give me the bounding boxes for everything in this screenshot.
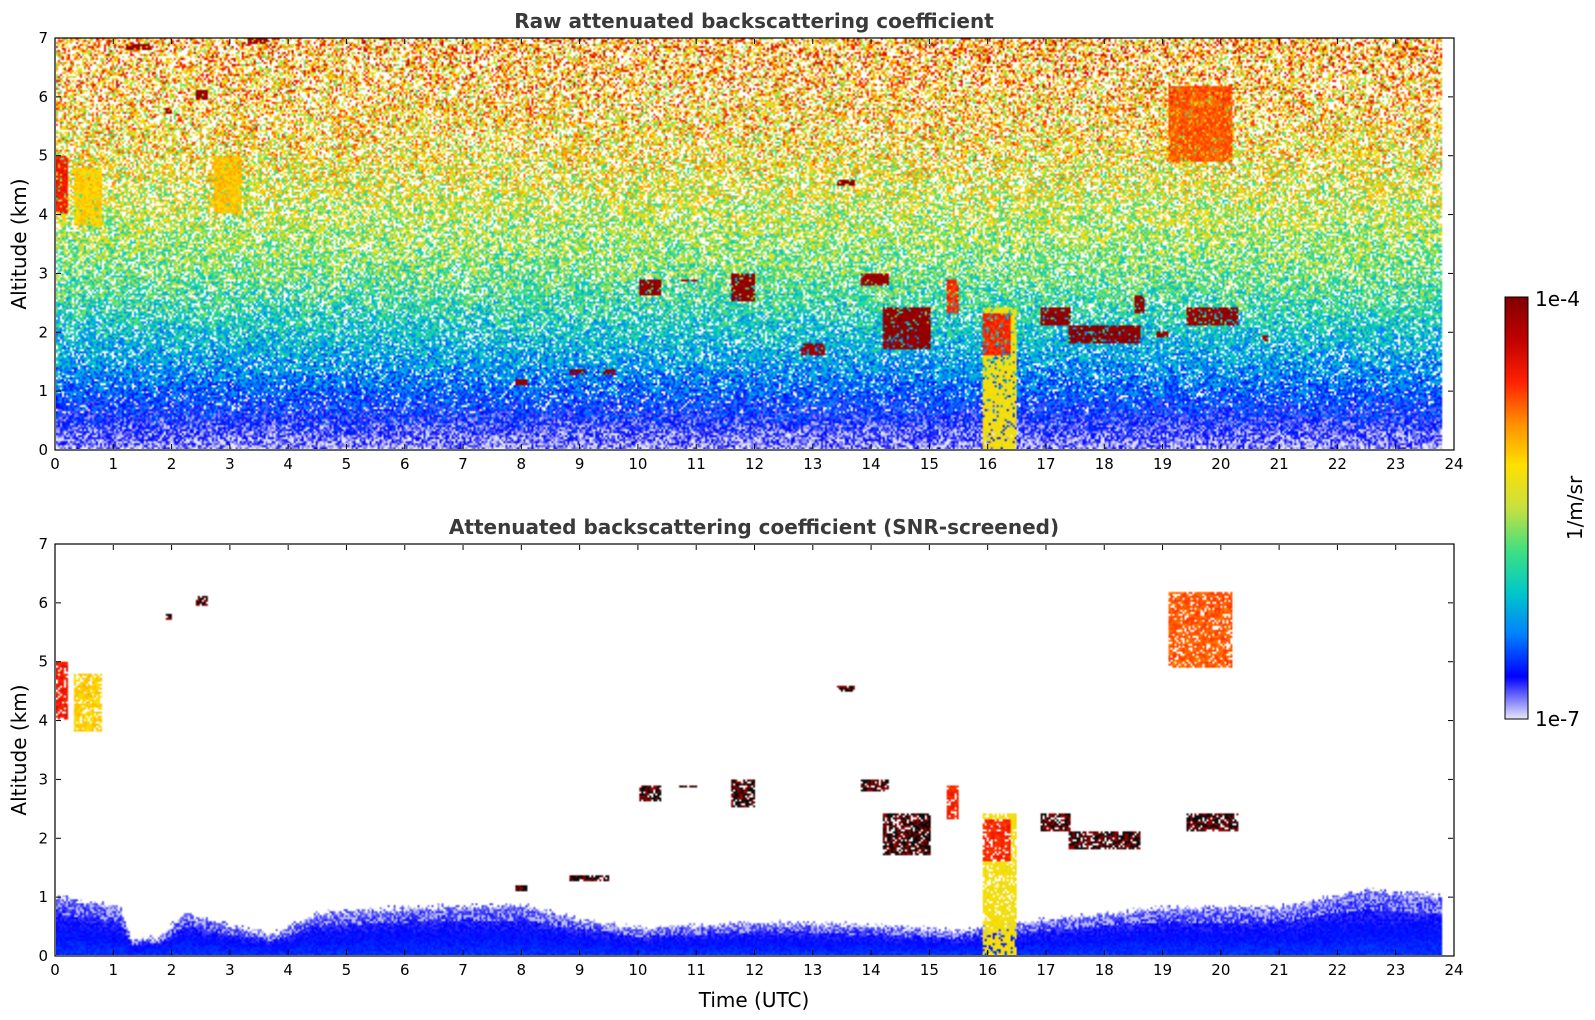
x-tick-label: 24: [1444, 455, 1463, 473]
x-tick-label: 0: [50, 455, 60, 473]
x-tick-label: 19: [1153, 455, 1172, 473]
panel-raw-y-label: Altitude (km): [7, 178, 31, 309]
x-tick-label: 11: [687, 961, 706, 979]
x-tick-label: 12: [745, 961, 764, 979]
x-tick-label: 9: [575, 961, 585, 979]
x-tick-label: 18: [1095, 961, 1114, 979]
x-tick-label: 3: [225, 961, 235, 979]
panel-screened-title: Attenuated backscattering coefficient (S…: [449, 515, 1059, 539]
x-tick-label: 5: [342, 455, 352, 473]
x-tick-label: 23: [1386, 961, 1405, 979]
y-tick-label: 4: [38, 206, 48, 224]
y-tick-label: 3: [38, 770, 48, 788]
y-tick-label: 5: [38, 653, 48, 671]
y-tick-label: 2: [38, 829, 48, 847]
x-tick-label: 15: [920, 455, 939, 473]
colorbar-unit-label: 1/m/sr: [1563, 475, 1587, 540]
x-tick-label: 5: [342, 961, 352, 979]
panel-raw-title: Raw attenuated backscattering coefficien…: [514, 9, 994, 33]
x-tick-label: 15: [920, 961, 939, 979]
x-tick-label: 17: [1036, 455, 1055, 473]
x-tick-label: 9: [575, 455, 585, 473]
x-tick-label: 4: [283, 455, 293, 473]
panel-screened-heatmap: [56, 544, 1454, 955]
x-tick-label: 20: [1211, 961, 1230, 979]
panel-raw-frame: [54, 37, 1455, 451]
x-tick-label: 4: [283, 961, 293, 979]
x-tick-label: 0: [50, 961, 60, 979]
colorbar-gradient: [1504, 296, 1529, 720]
x-tick-label: 22: [1328, 961, 1347, 979]
colorbar-max-label: 1e-4: [1535, 287, 1580, 311]
panel-raw-y-ticks: 0 1 2 3 4 5 6 7: [38, 29, 1453, 459]
y-tick-label: 2: [38, 323, 48, 341]
x-tick-label: 21: [1270, 961, 1289, 979]
x-tick-label: 3: [225, 455, 235, 473]
x-tick-label: 8: [517, 455, 527, 473]
panel-screened-y-ticks: 0 1 2 3 4 5 6 7: [38, 535, 1453, 965]
y-tick-label: 6: [38, 594, 48, 612]
x-tick-label: 13: [803, 455, 822, 473]
x-tick-label: 24: [1444, 961, 1463, 979]
x-tick-label: 1: [109, 961, 119, 979]
x-tick-label: 7: [458, 455, 468, 473]
panel-screened-y-label: Altitude (km): [7, 684, 31, 815]
x-tick-label: 16: [978, 455, 997, 473]
x-tick-label: 18: [1095, 455, 1114, 473]
y-tick-label: 5: [38, 147, 48, 165]
x-tick-label: 20: [1211, 455, 1230, 473]
x-tick-label: 1: [109, 455, 119, 473]
y-tick-label: 0: [38, 441, 48, 459]
x-tick-label: 8: [517, 961, 527, 979]
colorbar: 1e-4 1e-7 1/m/sr: [1504, 287, 1587, 731]
x-tick-label: 22: [1328, 455, 1347, 473]
x-tick-label: 19: [1153, 961, 1172, 979]
x-tick-label: 16: [978, 961, 997, 979]
x-tick-label: 7: [458, 961, 468, 979]
x-axis-label: Time (UTC): [698, 988, 810, 1012]
x-tick-label: 13: [803, 961, 822, 979]
x-tick-label: 6: [400, 961, 410, 979]
panel-screened-x-ticks: 0 1 2 3 4 5 6 7 8 9 10 11 12 13 14 15 16 17 18 19 20 21 22 23 24: [50, 545, 1464, 979]
x-tick-label: 14: [862, 455, 881, 473]
y-tick-label: 4: [38, 712, 48, 730]
panel-raw: Raw attenuated backscattering coefficien…: [7, 9, 1464, 473]
x-tick-label: 2: [167, 455, 177, 473]
x-tick-label: 10: [628, 961, 647, 979]
x-tick-label: 10: [628, 455, 647, 473]
x-tick-label: 17: [1036, 961, 1055, 979]
panel-raw-heatmap: [56, 38, 1454, 449]
panel-raw-x-ticks: 0 1 2 3 4 5 6 7 8 9 10 11 12 13 14 15 16 17 18 19 20 21 22 23 24: [50, 39, 1464, 473]
x-tick-label: 6: [400, 455, 410, 473]
y-tick-label: 6: [38, 88, 48, 106]
x-tick-label: 23: [1386, 455, 1405, 473]
x-tick-label: 21: [1270, 455, 1289, 473]
y-tick-label: 7: [38, 29, 48, 47]
panel-screened-frame: [54, 543, 1455, 957]
y-tick-label: 7: [38, 535, 48, 553]
colorbar-min-label: 1e-7: [1535, 707, 1580, 731]
panel-screened: Attenuated backscattering coefficient (S…: [7, 515, 1464, 1012]
y-tick-label: 3: [38, 264, 48, 282]
y-tick-label: 1: [38, 888, 48, 906]
x-tick-label: 2: [167, 961, 177, 979]
y-tick-label: 1: [38, 382, 48, 400]
y-tick-label: 0: [38, 947, 48, 965]
x-tick-label: 12: [745, 455, 764, 473]
x-tick-label: 14: [862, 961, 881, 979]
x-tick-label: 11: [687, 455, 706, 473]
